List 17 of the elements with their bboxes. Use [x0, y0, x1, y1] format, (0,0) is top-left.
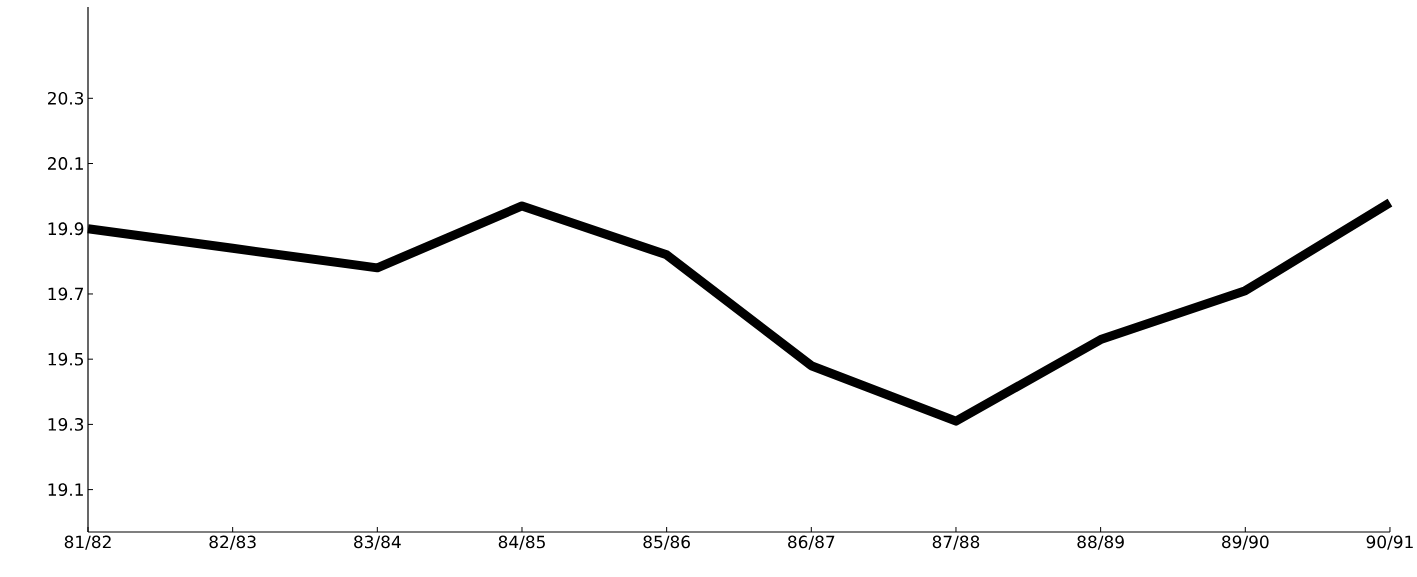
- x-tick-label: 87/88: [932, 535, 980, 550]
- y-tick-label: 19.3: [48, 417, 84, 431]
- x-tick-label: 90/91: [1366, 535, 1413, 550]
- y-tick-label: 20.1: [48, 157, 83, 170]
- y-tick-label: 19.1: [48, 483, 83, 497]
- x-tick-label: 81/82: [64, 535, 111, 550]
- x-tick-label: 85/86: [643, 535, 690, 550]
- x-tick-label: 84/85: [498, 535, 545, 550]
- x-tick-label: 89/90: [1222, 535, 1269, 550]
- y-tick-label: 19.5: [48, 352, 83, 366]
- x-tick-label: 86/87: [788, 535, 835, 550]
- x-tick-label: 83/84: [354, 535, 401, 550]
- x-tick-label: 88/89: [1077, 535, 1124, 550]
- x-tick-label: 82/83: [209, 535, 256, 550]
- y-tick-label: 19.9: [48, 222, 84, 236]
- y-tick-label: 20.3: [48, 91, 84, 105]
- y-tick-label: 19.7: [48, 287, 84, 301]
